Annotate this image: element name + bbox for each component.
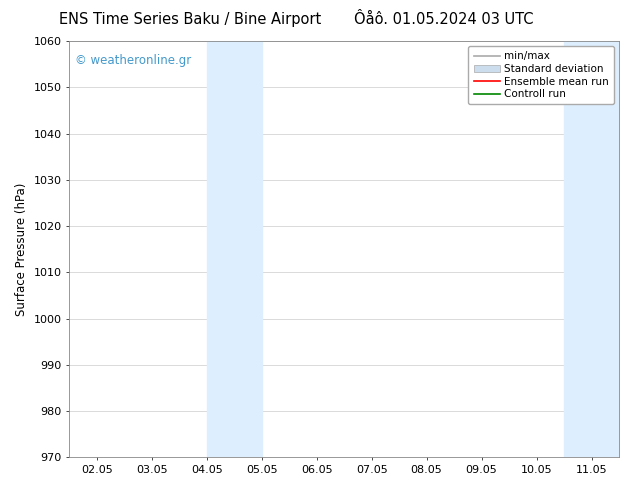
Bar bbox=[564, 41, 619, 457]
Legend: min/max, Standard deviation, Ensemble mean run, Controll run: min/max, Standard deviation, Ensemble me… bbox=[469, 46, 614, 104]
Bar bbox=[207, 41, 262, 457]
Text: Ôåô. 01.05.2024 03 UTC: Ôåô. 01.05.2024 03 UTC bbox=[354, 12, 534, 27]
Y-axis label: Surface Pressure (hPa): Surface Pressure (hPa) bbox=[15, 182, 28, 316]
Text: ENS Time Series Baku / Bine Airport: ENS Time Series Baku / Bine Airport bbox=[59, 12, 321, 27]
Text: © weatheronline.gr: © weatheronline.gr bbox=[75, 53, 191, 67]
